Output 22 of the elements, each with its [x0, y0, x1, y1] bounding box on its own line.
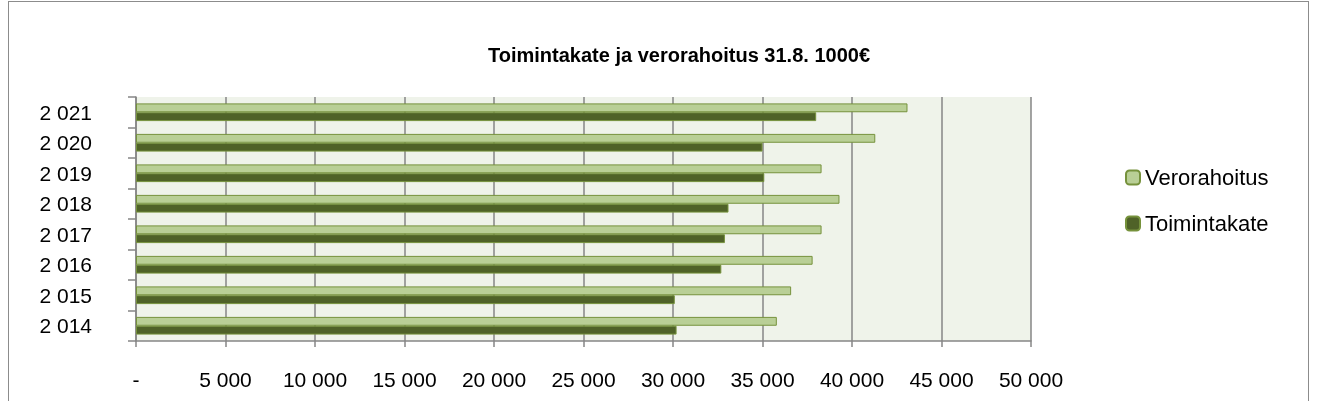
y-tick-label: 2 021	[39, 100, 92, 124]
y-tick-label: 2 017	[39, 222, 92, 246]
x-tick-label: 30 000	[640, 368, 706, 391]
x-tick-label: 5 000	[199, 368, 252, 391]
x-tick-label: 35 000	[730, 368, 795, 391]
legend-label: Verorahoitus	[1145, 165, 1269, 190]
y-tick-label: 2 016	[39, 253, 92, 277]
legend-label: Toimintakate	[1145, 211, 1269, 236]
chart-title: Toimintakate ja verorahoitus 31.8. 1000€	[487, 44, 871, 66]
x-tick-label: 40 000	[819, 368, 885, 391]
x-tick-label: 50 000	[998, 368, 1064, 391]
y-tick-label: 2 018	[39, 192, 92, 216]
y-tick-label: 2 019	[39, 161, 92, 185]
x-tick-label: 20 000	[461, 368, 527, 391]
y-tick-label: 2 020	[39, 131, 92, 155]
x-tick-label: 45 000	[909, 368, 974, 391]
y-tick-label: 2 014	[39, 314, 93, 338]
x-tick-label: 25 000	[551, 368, 616, 391]
y-tick-label: 2 015	[39, 283, 92, 307]
x-tick-label: -	[132, 368, 140, 391]
x-tick-label: 15 000	[372, 368, 437, 391]
x-tick-label: 10 000	[282, 368, 348, 391]
